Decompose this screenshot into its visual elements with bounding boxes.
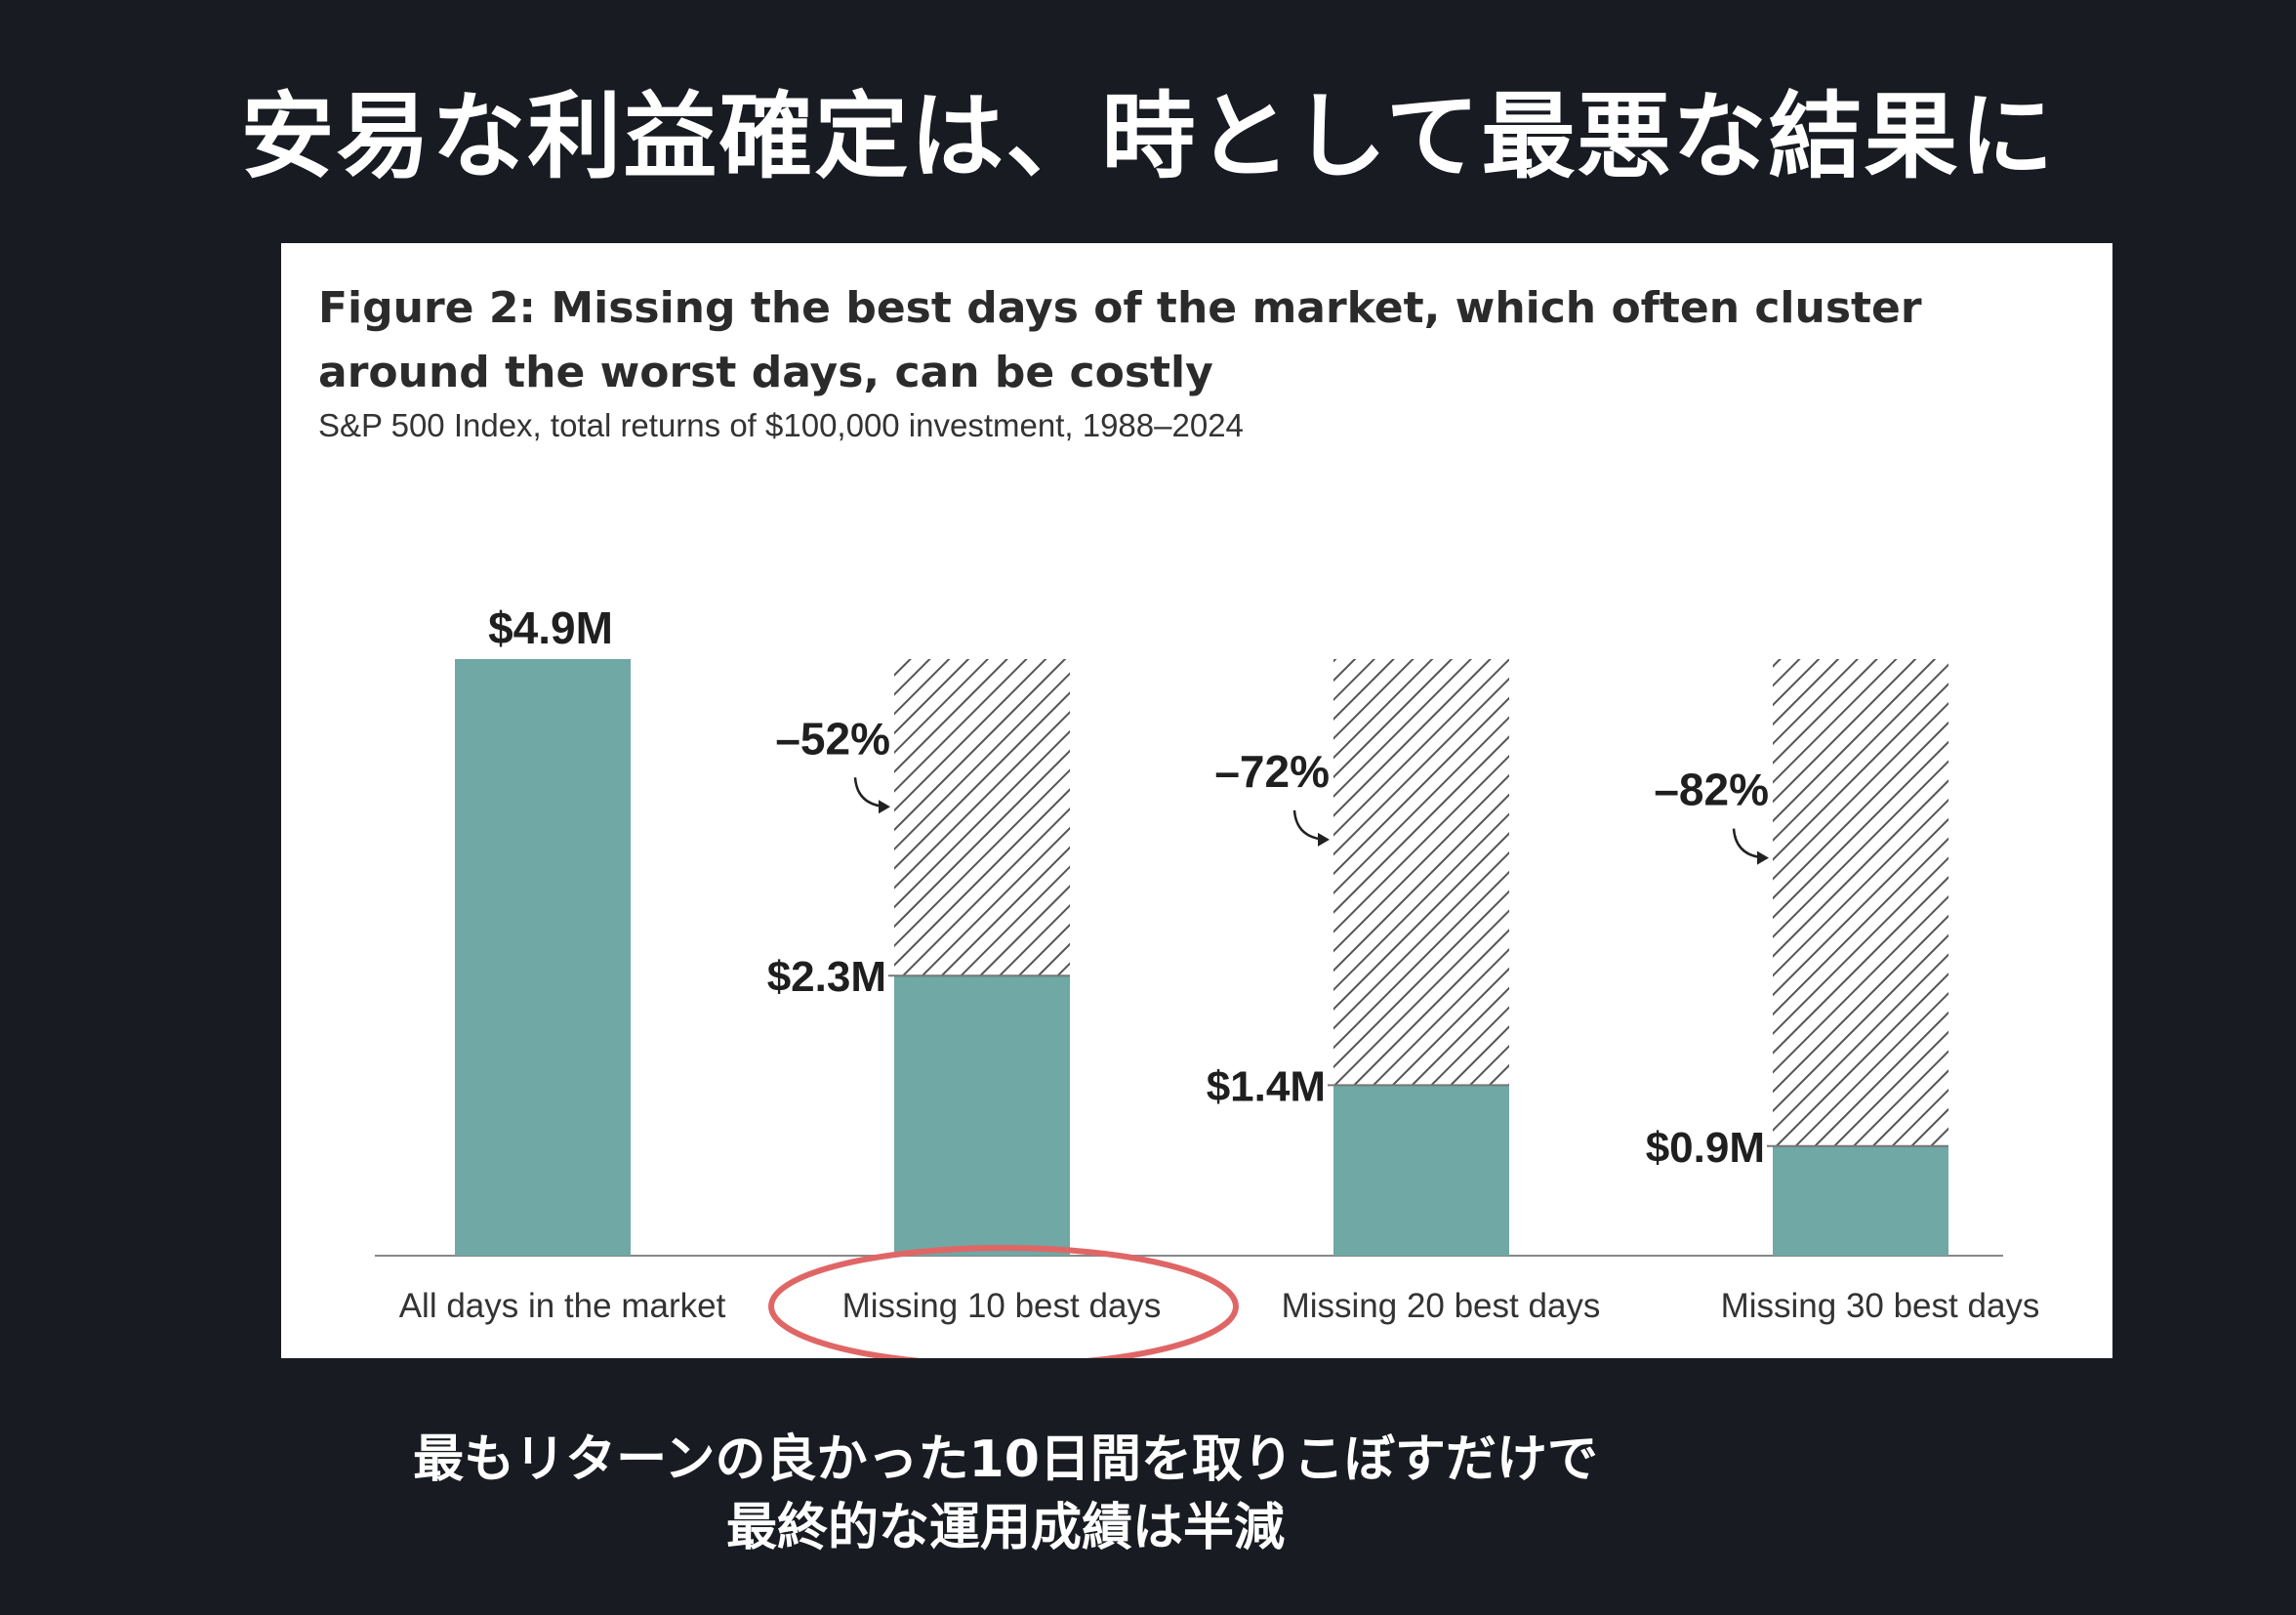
chart-subtitle: S&P 500 Index, total returns of $100,000… — [318, 407, 1244, 443]
caption-line-2: 最終的な運用成績は半減 — [725, 1499, 1285, 1557]
chart-title: Figure 2: Missing the best days of the m… — [318, 283, 1922, 397]
shortfall-arrow-head — [1757, 850, 1769, 865]
value-bar — [1773, 1145, 1948, 1256]
shortfall-hatch-bar — [1333, 659, 1509, 1086]
chart-panel: Figure 2: Missing the best days of the m… — [281, 243, 2112, 1358]
value-bar — [1333, 1085, 1509, 1256]
slide-title: 安易な利益確定は、時として最悪な結果に — [240, 82, 2056, 191]
value-bar — [455, 659, 631, 1256]
shortfall-hatch-bar — [894, 659, 1070, 976]
category-label: Missing 10 best days — [842, 1287, 1162, 1325]
category-label: All days in the market — [399, 1287, 726, 1325]
category-label: Missing 30 best days — [1721, 1287, 2040, 1325]
shortfall-percent-label: –82% — [1654, 765, 1769, 815]
value-label: $2.3M — [767, 953, 886, 1001]
shortfall-arrow-head — [1318, 832, 1330, 847]
value-bar — [894, 975, 1070, 1256]
highlight-ellipse — [768, 1245, 1239, 1358]
shortfall-percent-label: –72% — [1214, 746, 1330, 797]
caption-line-1: 最もリターンの良かった10日間を取りこぼすだけで — [413, 1430, 1598, 1489]
shortfall-arrow-head — [879, 800, 890, 814]
category-label: Missing 20 best days — [1282, 1287, 1601, 1325]
value-label: $1.4M — [1207, 1062, 1326, 1110]
value-label: $4.9M — [488, 602, 613, 653]
shortfall-percent-label: –52% — [775, 713, 890, 764]
shortfall-hatch-bar — [1773, 659, 1948, 1146]
bar-chart: $4.9M All days in the market $2.3M –52% Miss… — [375, 602, 2040, 1358]
value-label: $0.9M — [1646, 1124, 1765, 1172]
